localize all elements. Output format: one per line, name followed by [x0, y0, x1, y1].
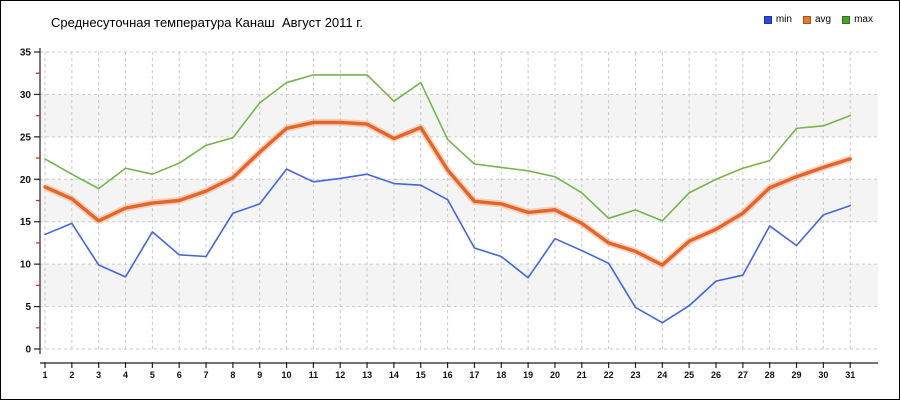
svg-text:31: 31: [845, 370, 855, 380]
svg-text:20: 20: [550, 370, 560, 380]
svg-text:10: 10: [20, 260, 32, 271]
svg-text:3: 3: [96, 370, 101, 380]
svg-text:14: 14: [389, 370, 399, 380]
svg-text:7: 7: [204, 370, 209, 380]
svg-text:35: 35: [20, 48, 32, 59]
svg-text:23: 23: [630, 370, 640, 380]
series-max-line: [44, 74, 852, 222]
svg-text:5: 5: [150, 370, 155, 380]
legend: min avg max: [763, 14, 873, 25]
svg-text:2: 2: [69, 370, 74, 380]
svg-text:27: 27: [738, 370, 748, 380]
legend-label-min: min: [775, 14, 792, 25]
svg-text:21: 21: [577, 370, 587, 380]
legend-swatch-max: [842, 15, 851, 24]
legend-swatch-min: [763, 15, 772, 24]
svg-text:30: 30: [20, 90, 32, 101]
legend-item-avg: avg: [802, 14, 832, 25]
svg-text:10: 10: [282, 370, 292, 380]
series-min-line: [44, 168, 852, 324]
svg-text:15: 15: [416, 370, 426, 380]
legend-swatch-avg: [802, 15, 811, 24]
legend-item-max: max: [842, 14, 873, 25]
svg-text:24: 24: [657, 370, 667, 380]
svg-text:4: 4: [123, 370, 128, 380]
svg-text:29: 29: [792, 370, 802, 380]
svg-text:11: 11: [309, 370, 319, 380]
axes: [34, 48, 878, 368]
svg-text:19: 19: [523, 370, 533, 380]
svg-text:28: 28: [765, 370, 775, 380]
svg-text:0: 0: [25, 345, 31, 356]
svg-text:6: 6: [177, 370, 182, 380]
svg-text:17: 17: [469, 370, 479, 380]
svg-text:5: 5: [25, 302, 31, 313]
y-tick-labels: 0 5 10 15 20 25 30 35: [20, 48, 32, 356]
legend-label-avg: avg: [814, 14, 832, 25]
svg-text:25: 25: [684, 370, 694, 380]
svg-text:22: 22: [604, 370, 614, 380]
svg-text:13: 13: [362, 370, 372, 380]
x-tick-labels: 1 2 3 4 5 6 7 8 9 10 11 12 13 14 15 16 17 18 19 20 21 22 23 24 2…: [42, 370, 855, 380]
svg-text:15: 15: [20, 217, 32, 228]
svg-text:26: 26: [711, 370, 721, 380]
svg-text:12: 12: [335, 370, 345, 380]
svg-text:25: 25: [20, 132, 32, 143]
svg-text:18: 18: [496, 370, 506, 380]
series-avg-line: [43, 120, 852, 267]
chart-title: Среднесуточная температура Канаш Август …: [51, 15, 364, 30]
svg-text:20: 20: [20, 175, 32, 186]
svg-text:1: 1: [42, 370, 47, 380]
legend-label-max: max: [854, 14, 873, 25]
svg-text:30: 30: [818, 370, 828, 380]
minor-y-ticks: [36, 72, 40, 329]
svg-text:8: 8: [230, 370, 235, 380]
legend-item-min: min: [763, 14, 792, 25]
svg-text:16: 16: [443, 370, 453, 380]
svg-text:9: 9: [257, 370, 262, 380]
